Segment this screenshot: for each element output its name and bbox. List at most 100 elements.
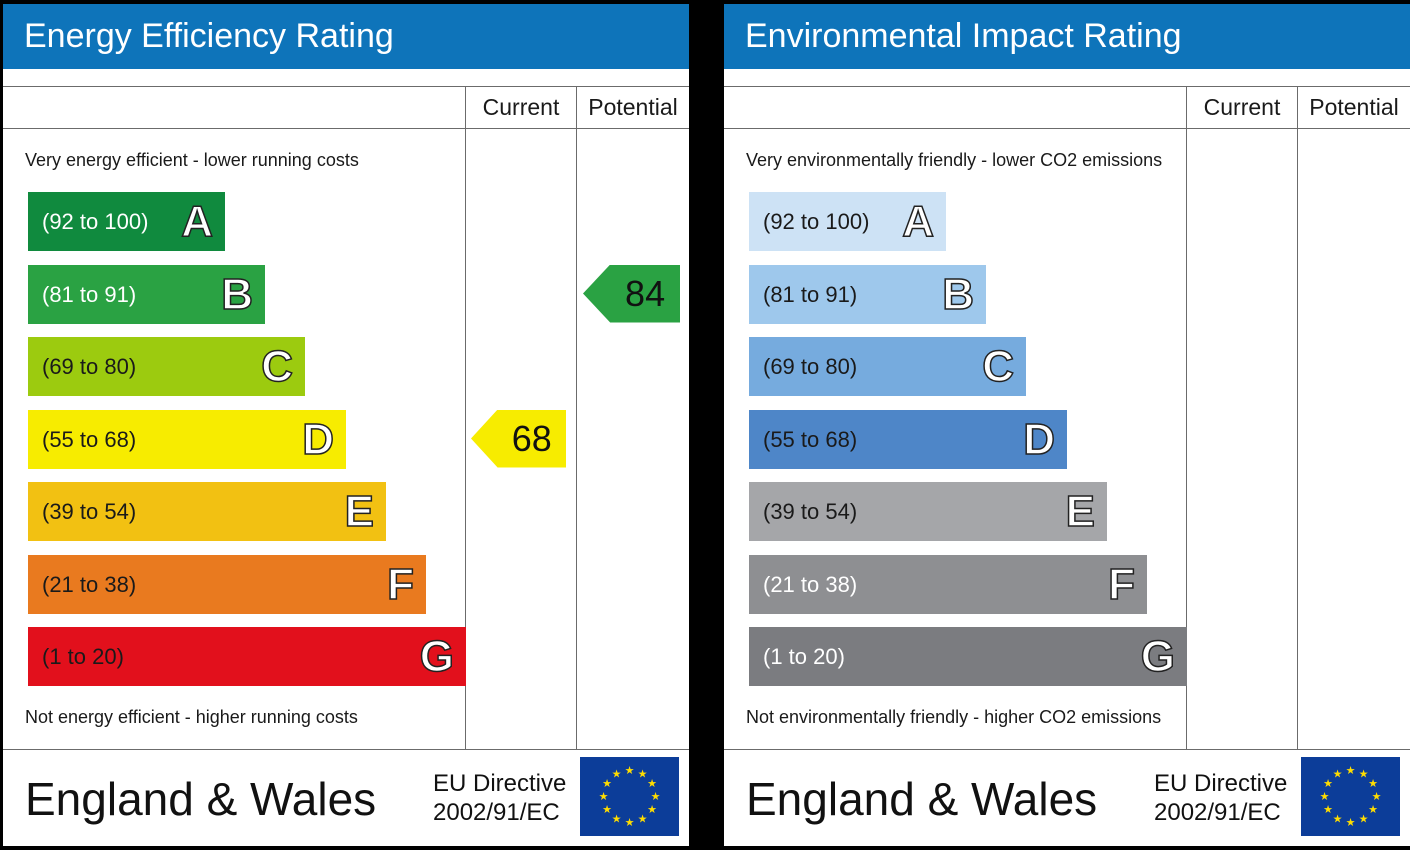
current-rating-arrow: 68 [471, 409, 566, 468]
eu-star-icon: ★ [651, 791, 661, 803]
band-range-label: (69 to 80) [42, 354, 137, 379]
eu-star-icon: ★ [638, 769, 648, 781]
header-divider [724, 86, 1410, 87]
potential-rating-arrow: 84 [583, 264, 680, 323]
band-letter: C [981, 341, 1014, 392]
eu-directive-line2: 2002/91/EC [433, 799, 560, 826]
region-label: England & Wales [25, 773, 377, 825]
top-caption: Very energy efficient - lower running co… [25, 150, 359, 170]
band-b: (81 to 91) B [28, 264, 265, 324]
eu-star-icon: ★ [625, 817, 635, 829]
column-divider [465, 86, 466, 749]
eu-star-icon: ★ [1359, 814, 1369, 826]
band-c: (69 to 80) C [28, 337, 305, 396]
band-d: (55 to 68) D [749, 409, 1067, 469]
environmental-impact-panel: Environmental Impact Rating Current Pote… [724, 4, 1410, 846]
band-b: (81 to 91) B [749, 264, 986, 324]
top-caption: Very environmentally friendly - lower CO… [746, 150, 1163, 170]
band-letter: A [180, 196, 213, 247]
header-divider [3, 128, 689, 129]
eu-star-icon: ★ [1368, 804, 1378, 816]
potential-column-header: Potential [588, 94, 678, 120]
band-range-label: (1 to 20) [763, 644, 845, 669]
environment-title: Environmental Impact Rating [745, 17, 1182, 55]
band-range-label: (39 to 54) [763, 499, 858, 524]
band-range-label: (92 to 100) [42, 209, 149, 234]
band-letter: F [1107, 559, 1135, 610]
potential-column-header: Potential [1309, 94, 1399, 120]
energy-efficiency-panel: Energy Efficiency Rating Current Potenti… [3, 4, 689, 846]
eu-star-icon: ★ [1346, 765, 1356, 777]
column-divider [576, 86, 577, 749]
eu-directive-line1: EU Directive [433, 770, 567, 797]
eu-directive-text: EU Directive 2002/91/EC [1154, 769, 1287, 827]
header-divider [724, 128, 1410, 129]
band-range-label: (1 to 20) [42, 644, 124, 669]
band-range-label: (21 to 38) [42, 571, 137, 597]
band-range-label: (81 to 91) [763, 281, 858, 307]
potential-rating-arrow-value: 84 [625, 272, 666, 314]
band-range-label: (81 to 91) [42, 281, 137, 307]
band-e: (39 to 54) E [749, 482, 1107, 541]
eu-directive-text: EU Directive 2002/91/EC [433, 769, 566, 827]
bottom-caption: Not energy efficient - higher running co… [25, 707, 358, 727]
footer-divider [724, 749, 1410, 750]
column-divider [1186, 86, 1187, 749]
eu-star-icon: ★ [1346, 817, 1356, 829]
band-a: (92 to 100) A [749, 192, 946, 251]
eu-star-icon: ★ [1320, 791, 1330, 803]
band-letter: C [260, 341, 293, 392]
eu-flag-icon: ★ ★★★★★★★★★★★ [580, 757, 679, 836]
region-label: England & Wales [746, 773, 1098, 825]
band-range-label: (55 to 68) [763, 426, 858, 452]
eu-directive-line2: 2002/91/EC [1154, 799, 1281, 826]
band-e: (39 to 54) E [28, 482, 386, 541]
eu-star-icon: ★ [647, 804, 657, 816]
band-letter: D [301, 414, 334, 465]
band-letter: D [1022, 414, 1055, 465]
band-range-label: (21 to 38) [763, 571, 858, 597]
eu-star-icon: ★ [1333, 769, 1343, 781]
band-range-label: (55 to 68) [42, 426, 137, 452]
eu-star-icon: ★ [638, 814, 648, 826]
current-column-header: Current [482, 94, 560, 120]
eu-star-icon: ★ [602, 804, 612, 816]
band-g: (1 to 20) G [749, 627, 1187, 686]
eu-star-icon: ★ [1323, 804, 1333, 816]
band-letter: A [901, 196, 934, 247]
bottom-caption: Not environmentally friendly - higher CO… [746, 707, 1162, 727]
footer-divider [3, 749, 689, 750]
eu-flag-icon: ★ ★★★★★★★★★★★ [1301, 757, 1400, 836]
band-a: (92 to 100) A [28, 192, 225, 251]
energy-title: Energy Efficiency Rating [24, 17, 394, 55]
eu-star-icon: ★ [1359, 769, 1369, 781]
eu-star-icon: ★ [647, 778, 657, 790]
band-range-label: (92 to 100) [763, 209, 870, 234]
eu-flag-background [1301, 757, 1400, 836]
band-c: (69 to 80) C [749, 337, 1026, 396]
band-d: (55 to 68) D [28, 409, 346, 469]
column-divider [1297, 86, 1298, 749]
eu-star-icon: ★ [612, 769, 622, 781]
header-divider [3, 86, 689, 87]
eu-flag-background [580, 757, 679, 836]
band-letter: B [220, 269, 253, 320]
eu-star-icon: ★ [1333, 814, 1343, 826]
band-letter: G [419, 631, 455, 682]
current-column-header: Current [1203, 94, 1281, 120]
energy-title-bar: Energy Efficiency Rating [3, 4, 689, 69]
eu-star-icon: ★ [602, 778, 612, 790]
eu-directive-line1: EU Directive [1154, 770, 1288, 797]
band-f: (21 to 38) F [749, 554, 1147, 614]
eu-star-icon: ★ [599, 791, 609, 803]
band-letter: E [1065, 486, 1096, 537]
band-letter: E [344, 486, 375, 537]
band-letter: F [386, 559, 414, 610]
band-range-label: (69 to 80) [763, 354, 858, 379]
band-f: (21 to 38) F [28, 554, 426, 614]
current-rating-arrow-value: 68 [511, 417, 552, 459]
band-g: (1 to 20) G [28, 627, 466, 686]
band-letter: G [1140, 631, 1176, 682]
eu-star-icon: ★ [1372, 791, 1382, 803]
band-letter: B [941, 269, 974, 320]
